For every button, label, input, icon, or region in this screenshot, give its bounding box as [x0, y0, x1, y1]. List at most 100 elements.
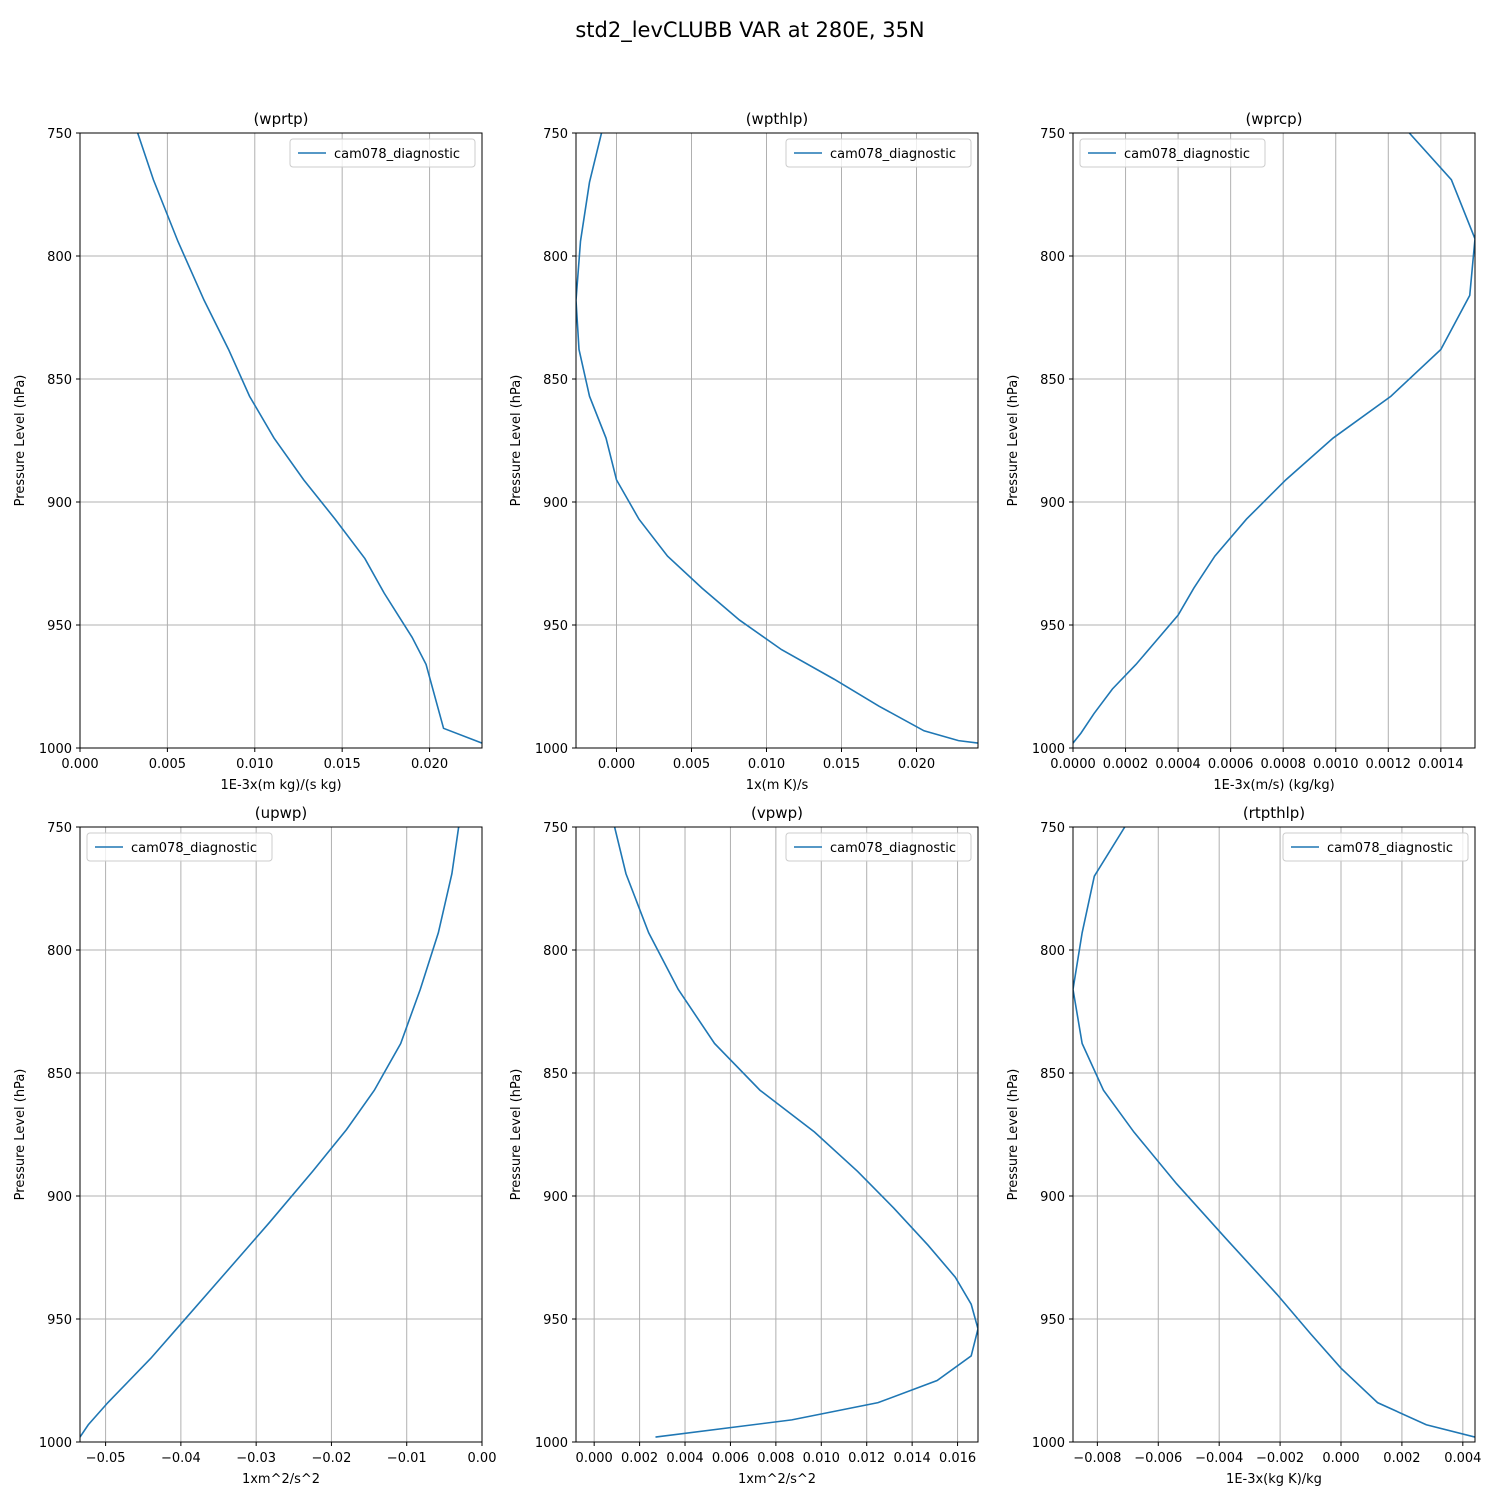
axes-frame	[575, 826, 979, 1443]
x-tick-label: 0.0008	[1260, 757, 1306, 772]
legend-box	[86, 832, 273, 862]
x-tick-label: −0.006	[1134, 1451, 1182, 1466]
y-tick-label: 850	[47, 1067, 72, 1082]
y-axis-label: Pressure Level (hPa)	[509, 375, 524, 507]
y-tick-label: 1000	[1032, 1436, 1065, 1451]
y-tick-label: 850	[1040, 1067, 1065, 1082]
axes-frame	[1072, 132, 1476, 749]
x-tick-label: 0.000	[1322, 1451, 1359, 1466]
x-tick-label: 0.015	[324, 757, 361, 772]
y-tick-label: 1000	[1032, 742, 1065, 757]
subplot-4: −0.05 −0.04 −0.03 −0.02 −0.01 0.00 750 800 850 90…	[13, 804, 496, 1487]
axes-frame	[1072, 826, 1476, 1443]
axes-frame	[575, 132, 979, 749]
y-tick-label: 750	[1040, 821, 1065, 836]
x-tick-label: 0.0004	[1155, 757, 1201, 772]
y-axis-label: Pressure Level (hPa)	[1006, 375, 1021, 507]
x-axis-label: 1x(m K)/s	[746, 778, 809, 793]
y-tick-label: 900	[1040, 496, 1065, 511]
legend: cam078_diagnostic	[785, 138, 972, 168]
series-line	[1073, 827, 1475, 1438]
y-tick-label: 850	[543, 1067, 568, 1082]
y-axis-label: Pressure Level (hPa)	[1006, 1069, 1021, 1201]
x-axis-label: 1xm^2/s^2	[738, 1472, 816, 1487]
legend: cam078_diagnostic	[1079, 138, 1266, 168]
y-tick-label: 900	[1040, 1190, 1065, 1205]
x-axis-label: 1E-3x(kg K)/kg	[1226, 1472, 1322, 1487]
y-tick-label: 750	[543, 821, 568, 836]
y-tick-label: 750	[47, 821, 72, 836]
x-axis-label: 1E-3x(m/s) (kg/kg)	[1213, 778, 1334, 793]
legend-label: cam078_diagnostic	[1124, 147, 1250, 162]
y-tick-label: 800	[47, 250, 72, 265]
subplot-title: (vpwp)	[751, 804, 803, 822]
x-tick-label: −0.002	[1256, 1451, 1304, 1466]
y-tick-label: 950	[47, 1313, 72, 1328]
series-line	[613, 827, 978, 1438]
legend: cam078_diagnostic	[86, 832, 273, 862]
x-tick-label: 0.005	[149, 757, 186, 772]
y-tick-label: 1000	[535, 1436, 568, 1451]
subplot-5: 0.000 0.002 0.004 0.006 0.008 0.010 0.012 0.014…	[509, 804, 979, 1487]
subplot-title: (wprcp)	[1245, 110, 1302, 128]
x-tick-label: 0.000	[598, 757, 635, 772]
x-tick-label: 0.020	[898, 757, 935, 772]
x-tick-label: 0.0012	[1366, 757, 1412, 772]
x-tick-label: 0.0002	[1103, 757, 1149, 772]
legend-box	[1079, 138, 1266, 168]
legend-label: cam078_diagnostic	[830, 147, 956, 162]
x-tick-label: 0.004	[666, 1451, 703, 1466]
y-axis-label: Pressure Level (hPa)	[13, 1069, 28, 1201]
x-tick-label: 0.000	[576, 1451, 613, 1466]
legend-label: cam078_diagnostic	[334, 147, 460, 162]
x-tick-label: 0.020	[411, 757, 448, 772]
x-tick-label: 0.004	[1444, 1451, 1481, 1466]
axes-frame	[79, 826, 483, 1443]
y-tick-label: 1000	[39, 742, 72, 757]
x-tick-label: 0.00	[468, 1451, 497, 1466]
series-line	[1073, 133, 1475, 744]
subplot-title: (rtpthlp)	[1243, 804, 1305, 822]
y-tick-label: 800	[1040, 250, 1065, 265]
y-tick-label: 800	[1040, 944, 1065, 959]
y-axis-label: Pressure Level (hPa)	[509, 1069, 524, 1201]
subplots: 0.000 0.005 0.010 0.015 0.020 750 800 850 900 950…	[13, 110, 1481, 1487]
y-tick-label: 750	[543, 127, 568, 142]
x-tick-label: 0.010	[803, 1451, 840, 1466]
x-tick-label: −0.01	[387, 1451, 427, 1466]
x-tick-label: 0.010	[236, 757, 273, 772]
figure-title: std2_levCLUBB VAR at 280E, 35N	[575, 18, 924, 43]
legend-box	[785, 138, 972, 168]
y-tick-label: 950	[543, 619, 568, 634]
legend: cam078_diagnostic	[1282, 832, 1469, 862]
series-line	[576, 133, 978, 744]
subplot-3: 0.0000 0.0002 0.0004 0.0006 0.0008 0.0010 0.00…	[1006, 110, 1476, 793]
x-tick-label: −0.004	[1195, 1451, 1243, 1466]
x-tick-label: 0.006	[712, 1451, 749, 1466]
x-tick-label: 0.002	[1383, 1451, 1420, 1466]
x-tick-label: 0.0006	[1208, 757, 1254, 772]
legend-label: cam078_diagnostic	[1327, 841, 1453, 856]
y-tick-label: 800	[47, 944, 72, 959]
x-tick-label: −0.04	[161, 1451, 201, 1466]
y-tick-label: 950	[1040, 1313, 1065, 1328]
y-tick-label: 1000	[535, 742, 568, 757]
legend-box	[1282, 832, 1469, 862]
series-line	[80, 827, 460, 1438]
y-tick-label: 800	[543, 944, 568, 959]
subplot-6: −0.008 −0.006 −0.004 −0.002 0.000 0.002 0.004 7…	[1006, 804, 1481, 1487]
y-tick-label: 750	[47, 127, 72, 142]
legend-label: cam078_diagnostic	[131, 841, 257, 856]
subplot-1: 0.000 0.005 0.010 0.015 0.020 750 800 850 900 950…	[13, 110, 483, 793]
x-tick-label: 0.010	[748, 757, 785, 772]
x-axis-label: 1E-3x(m kg)/(s kg)	[220, 778, 341, 793]
y-tick-label: 850	[543, 373, 568, 388]
legend: cam078_diagnostic	[785, 832, 972, 862]
x-tick-label: −0.03	[236, 1451, 276, 1466]
subplot-title: (wpthlp)	[746, 110, 809, 128]
series-line	[136, 133, 482, 744]
y-tick-label: 900	[543, 1190, 568, 1205]
legend-label: cam078_diagnostic	[830, 841, 956, 856]
x-tick-label: 0.0010	[1313, 757, 1359, 772]
